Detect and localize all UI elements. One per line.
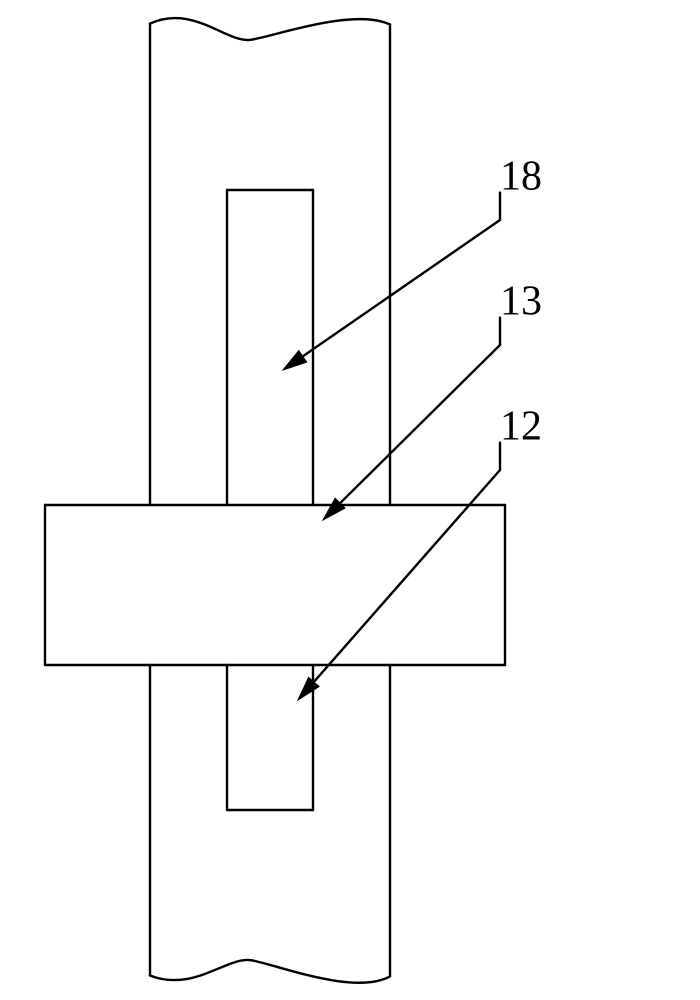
callout-18-leader: [294, 220, 500, 362]
callout-18: 18: [283, 154, 542, 370]
callout-18-label: 18: [500, 154, 542, 200]
vertical-bar-top-break: [150, 18, 390, 40]
callout-12-label: 12: [500, 404, 542, 450]
vertical-bar-bottom-break: [150, 960, 390, 983]
callout-13-leader: [332, 345, 500, 511]
callout-18-arrowhead: [283, 351, 307, 370]
callout-13-label: 13: [500, 279, 542, 325]
callout-13: 13: [323, 279, 542, 520]
